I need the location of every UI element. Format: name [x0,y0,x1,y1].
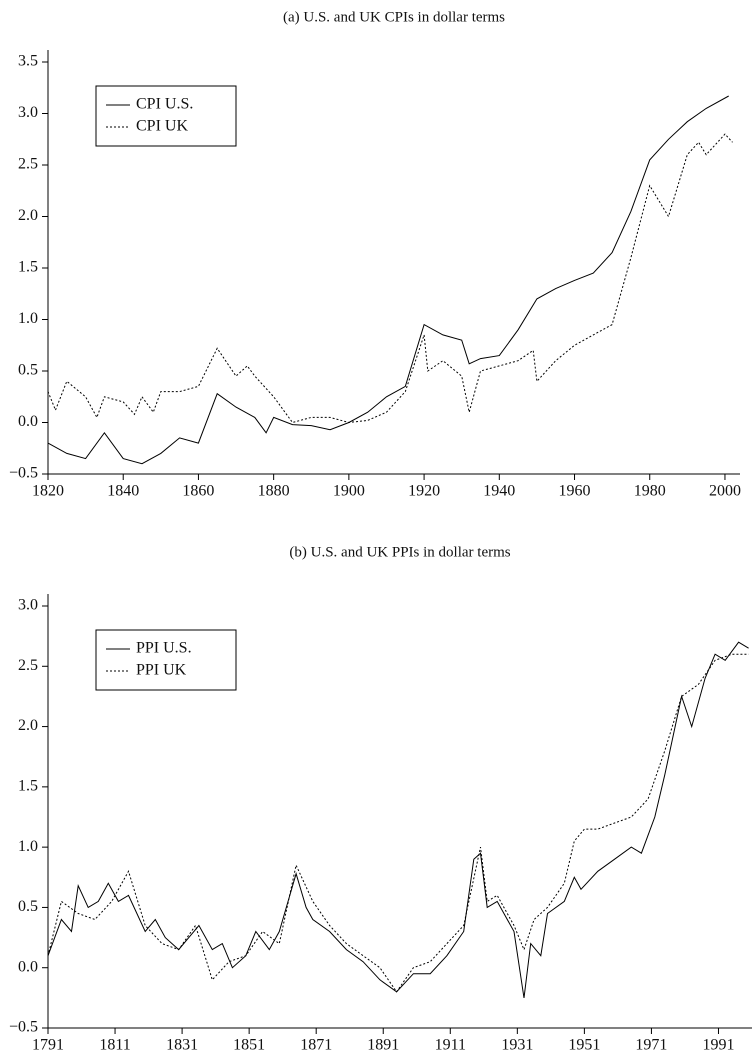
y-tick-label: 0.0 [18,413,38,430]
legend-box [95,629,237,691]
y-tick-label: 0.0 [18,958,38,975]
x-tick-label: 1940 [483,483,515,500]
y-tick-label: 1.5 [18,259,38,276]
x-tick-label: 1811 [99,1037,130,1054]
x-tick-label: 1931 [501,1037,533,1054]
line-series [47,133,733,424]
x-tick-label: 1960 [559,483,591,500]
x-tick-label: 1791 [32,1037,64,1054]
y-tick-label: 2.0 [18,207,38,224]
x-tick-label: 1851 [233,1037,265,1054]
line-series [47,95,729,465]
x-tick-label: 1971 [635,1037,667,1054]
legend: PPI U.S. PPI UK [95,629,237,691]
y-tick-label: 1.0 [18,838,38,855]
x-tick-label: 1891 [367,1037,399,1054]
x-tick-label: 1871 [300,1037,332,1054]
line-series [47,653,749,993]
x-tick-label: 1820 [32,483,64,500]
x-tick-label: 1880 [258,483,290,500]
chart-title: (b) U.S. and UK PPIs in dollar terms [289,544,510,560]
y-tick-label: 3.0 [18,104,38,121]
y-tick-label: 2.5 [18,657,38,674]
chart-title: (a) U.S. and UK CPIs in dollar terms [283,9,505,25]
y-tick-label: 1.0 [18,310,38,327]
y-tick-label: 2.0 [18,717,38,734]
y-tick-label: 2.5 [18,156,38,173]
legend-label: PPI UK [136,662,187,679]
y-tick-label: 0.5 [18,898,38,915]
legend: CPI U.S. CPI UK [95,85,237,147]
line-series [47,641,749,998]
x-tick-label: 1900 [333,483,365,500]
y-tick-label: 3.0 [18,597,38,614]
legend-label: PPI U.S. [136,640,192,657]
legend-box [95,85,237,147]
x-tick-label: 1951 [568,1037,600,1054]
y-tick-label: 0.5 [18,362,38,379]
legend-label: CPI U.S. [136,96,193,113]
x-tick-label: 1911 [435,1037,466,1054]
y-tick-label: 1.5 [18,778,38,795]
x-tick-label: 1991 [702,1037,734,1054]
x-tick-label: 1920 [408,483,440,500]
x-tick-label: 1980 [634,483,666,500]
y-tick-label: −0.5 [9,465,38,482]
x-tick-label: 1860 [182,483,214,500]
x-tick-label: 1840 [107,483,139,500]
x-tick-label: 2000 [709,483,741,500]
x-tick-label: 1831 [166,1037,198,1054]
legend-label: CPI UK [136,118,188,135]
y-tick-label: −0.5 [9,1019,38,1036]
y-tick-label: 3.5 [18,53,38,70]
